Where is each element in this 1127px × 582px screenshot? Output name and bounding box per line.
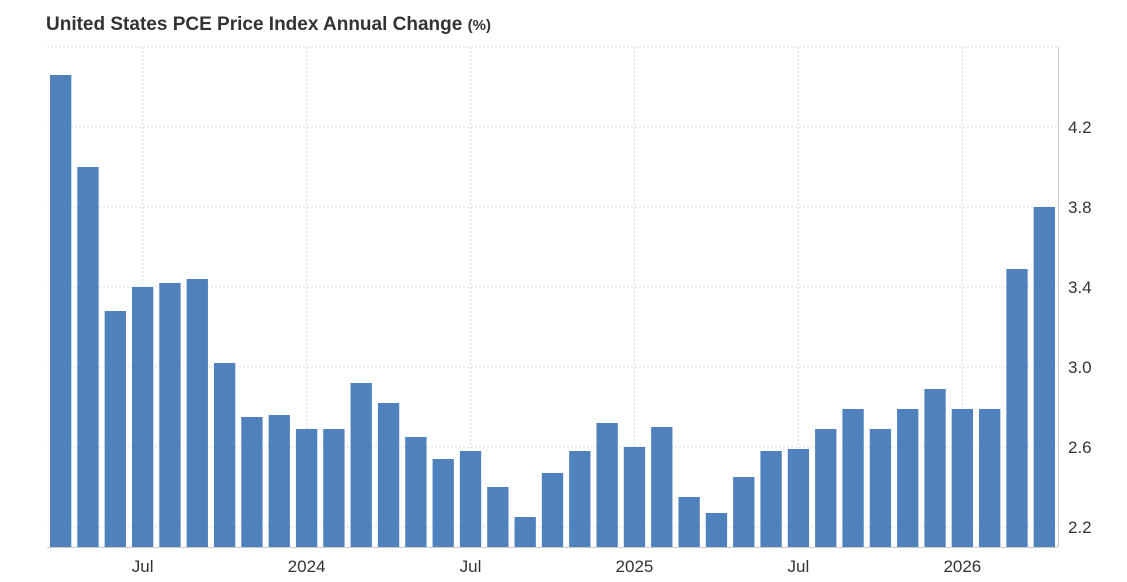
bar (733, 477, 755, 547)
bar (869, 429, 892, 547)
bar (459, 451, 482, 547)
bar (323, 429, 345, 547)
bar (131, 287, 154, 547)
bar (350, 383, 372, 547)
bar (815, 429, 837, 547)
y-tick-label: 3.0 (1068, 358, 1092, 377)
y-tick-label: 4.2 (1068, 118, 1092, 137)
bar (104, 311, 126, 547)
bar (897, 409, 919, 547)
y-tick-label: 3.4 (1068, 278, 1092, 297)
y-tick-label: 2.6 (1068, 438, 1092, 457)
x-tick-label: 2026 (943, 557, 981, 576)
bar (596, 423, 618, 547)
bar (487, 487, 509, 547)
bar (705, 513, 728, 547)
bar (1006, 269, 1028, 547)
bar (787, 449, 810, 547)
bar (842, 409, 864, 547)
x-tick-label: Jul (132, 557, 154, 576)
x-tick-label: 2024 (288, 557, 326, 576)
chart-title: United States PCE Price Index Annual Cha… (46, 14, 491, 36)
bar (405, 437, 427, 547)
bar (241, 417, 263, 547)
y-tick-label: 3.8 (1068, 198, 1092, 217)
bar (432, 459, 454, 547)
chart-title-unit: (%) (467, 17, 491, 34)
y-tick-label: 2.2 (1068, 518, 1092, 537)
bar (213, 363, 236, 547)
bar (186, 279, 208, 547)
bar (377, 403, 400, 547)
bar (159, 283, 181, 547)
bar (77, 167, 99, 547)
bar (951, 409, 974, 547)
bar (268, 415, 290, 547)
bar (760, 451, 782, 547)
x-tick-label: Jul (460, 557, 482, 576)
bar (623, 447, 646, 547)
bar (924, 389, 946, 547)
x-tick-label: Jul (788, 557, 810, 576)
bar (979, 409, 1001, 547)
bar (678, 497, 700, 547)
bar (541, 473, 564, 547)
bar (295, 429, 318, 547)
chart-title-text: United States PCE Price Index Annual Cha… (46, 14, 463, 35)
bar (50, 75, 72, 547)
bar (514, 517, 536, 547)
bar (1033, 207, 1055, 547)
x-tick-label: 2025 (616, 557, 654, 576)
bar (569, 451, 591, 547)
bar (651, 427, 673, 547)
